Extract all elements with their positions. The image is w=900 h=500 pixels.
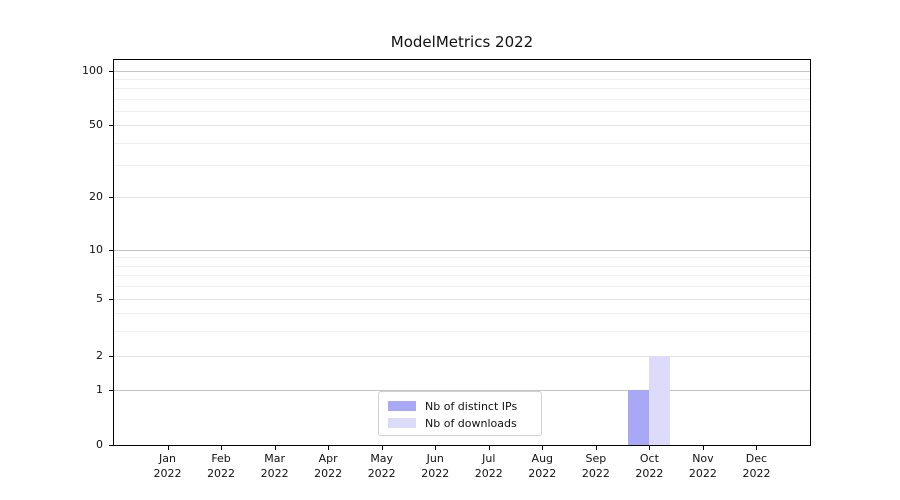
bar-downloads (649, 356, 671, 445)
x-tick-mark (274, 446, 276, 450)
gridline-minor (114, 257, 810, 259)
x-tick-label: Nov 2022 (688, 452, 717, 480)
y-tick-label: 50 (89, 118, 103, 131)
x-tick-mark (167, 446, 169, 450)
legend: Nb of distinct IPs Nb of downloads (378, 391, 542, 436)
gridline-mid (114, 125, 810, 126)
y-tick-label: 2 (96, 349, 103, 362)
gridline-minor (114, 98, 810, 100)
gridline-minor (114, 275, 810, 277)
x-tick-mark (595, 446, 597, 450)
gridline-mid (114, 197, 810, 198)
y-tick-label: 10 (89, 243, 103, 256)
x-tick-label: Oct 2022 (635, 452, 664, 480)
x-tick-mark (756, 446, 758, 450)
legend-swatch-distinct-ips-icon (388, 401, 416, 411)
gridline-minor (114, 286, 810, 288)
legend-label-distinct-ips: Nb of distinct IPs (425, 399, 518, 413)
gridline-mid (114, 356, 810, 357)
gridline-minor (114, 330, 810, 332)
gridline-minor (114, 165, 810, 167)
x-tick-mark (488, 446, 490, 450)
legend-label-downloads: Nb of downloads (425, 416, 517, 430)
gridline-major (114, 71, 810, 72)
y-tick-label: 100 (82, 64, 103, 77)
x-tick-label: Aug 2022 (528, 452, 557, 480)
plot-area (113, 59, 811, 446)
x-tick-mark (702, 446, 704, 450)
x-tick-mark (328, 446, 330, 450)
x-tick-label: Dec 2022 (742, 452, 771, 480)
gridline-mid (114, 299, 810, 300)
x-tick-label: Sep 2022 (581, 452, 610, 480)
gridline-major (114, 250, 810, 251)
x-tick-label: Mar 2022 (260, 452, 289, 480)
legend-item-distinct-ips: Nb of distinct IPs (388, 398, 532, 414)
gridline-minor (114, 79, 810, 81)
legend-item-downloads: Nb of downloads (388, 415, 532, 431)
bar-distinct-ips (628, 390, 650, 445)
x-tick-label: Feb 2022 (207, 452, 236, 480)
gridline-minor (114, 110, 810, 112)
y-tick-label: 1 (96, 383, 103, 396)
x-tick-label: Jul 2022 (474, 452, 503, 480)
gridline-major (114, 390, 810, 391)
gridline-minor (114, 142, 810, 144)
x-tick-mark (381, 446, 383, 450)
y-tick-label: 5 (96, 292, 103, 305)
x-tick-mark (649, 446, 651, 450)
gridline-minor (114, 312, 810, 314)
x-tick-mark (221, 446, 223, 450)
gridline-minor (114, 88, 810, 90)
legend-swatch-downloads-icon (388, 418, 416, 428)
x-tick-label: May 2022 (367, 452, 396, 480)
x-tick-label: Apr 2022 (314, 452, 343, 480)
x-tick-label: Jan 2022 (153, 452, 182, 480)
y-tick-label: 20 (89, 190, 103, 203)
gridline-minor (114, 265, 810, 267)
x-tick-label: Jun 2022 (421, 452, 450, 480)
chart-title: ModelMetrics 2022 (390, 33, 534, 51)
y-tick-label: 0 (96, 438, 103, 451)
x-tick-mark (542, 446, 544, 450)
x-tick-mark (435, 446, 437, 450)
